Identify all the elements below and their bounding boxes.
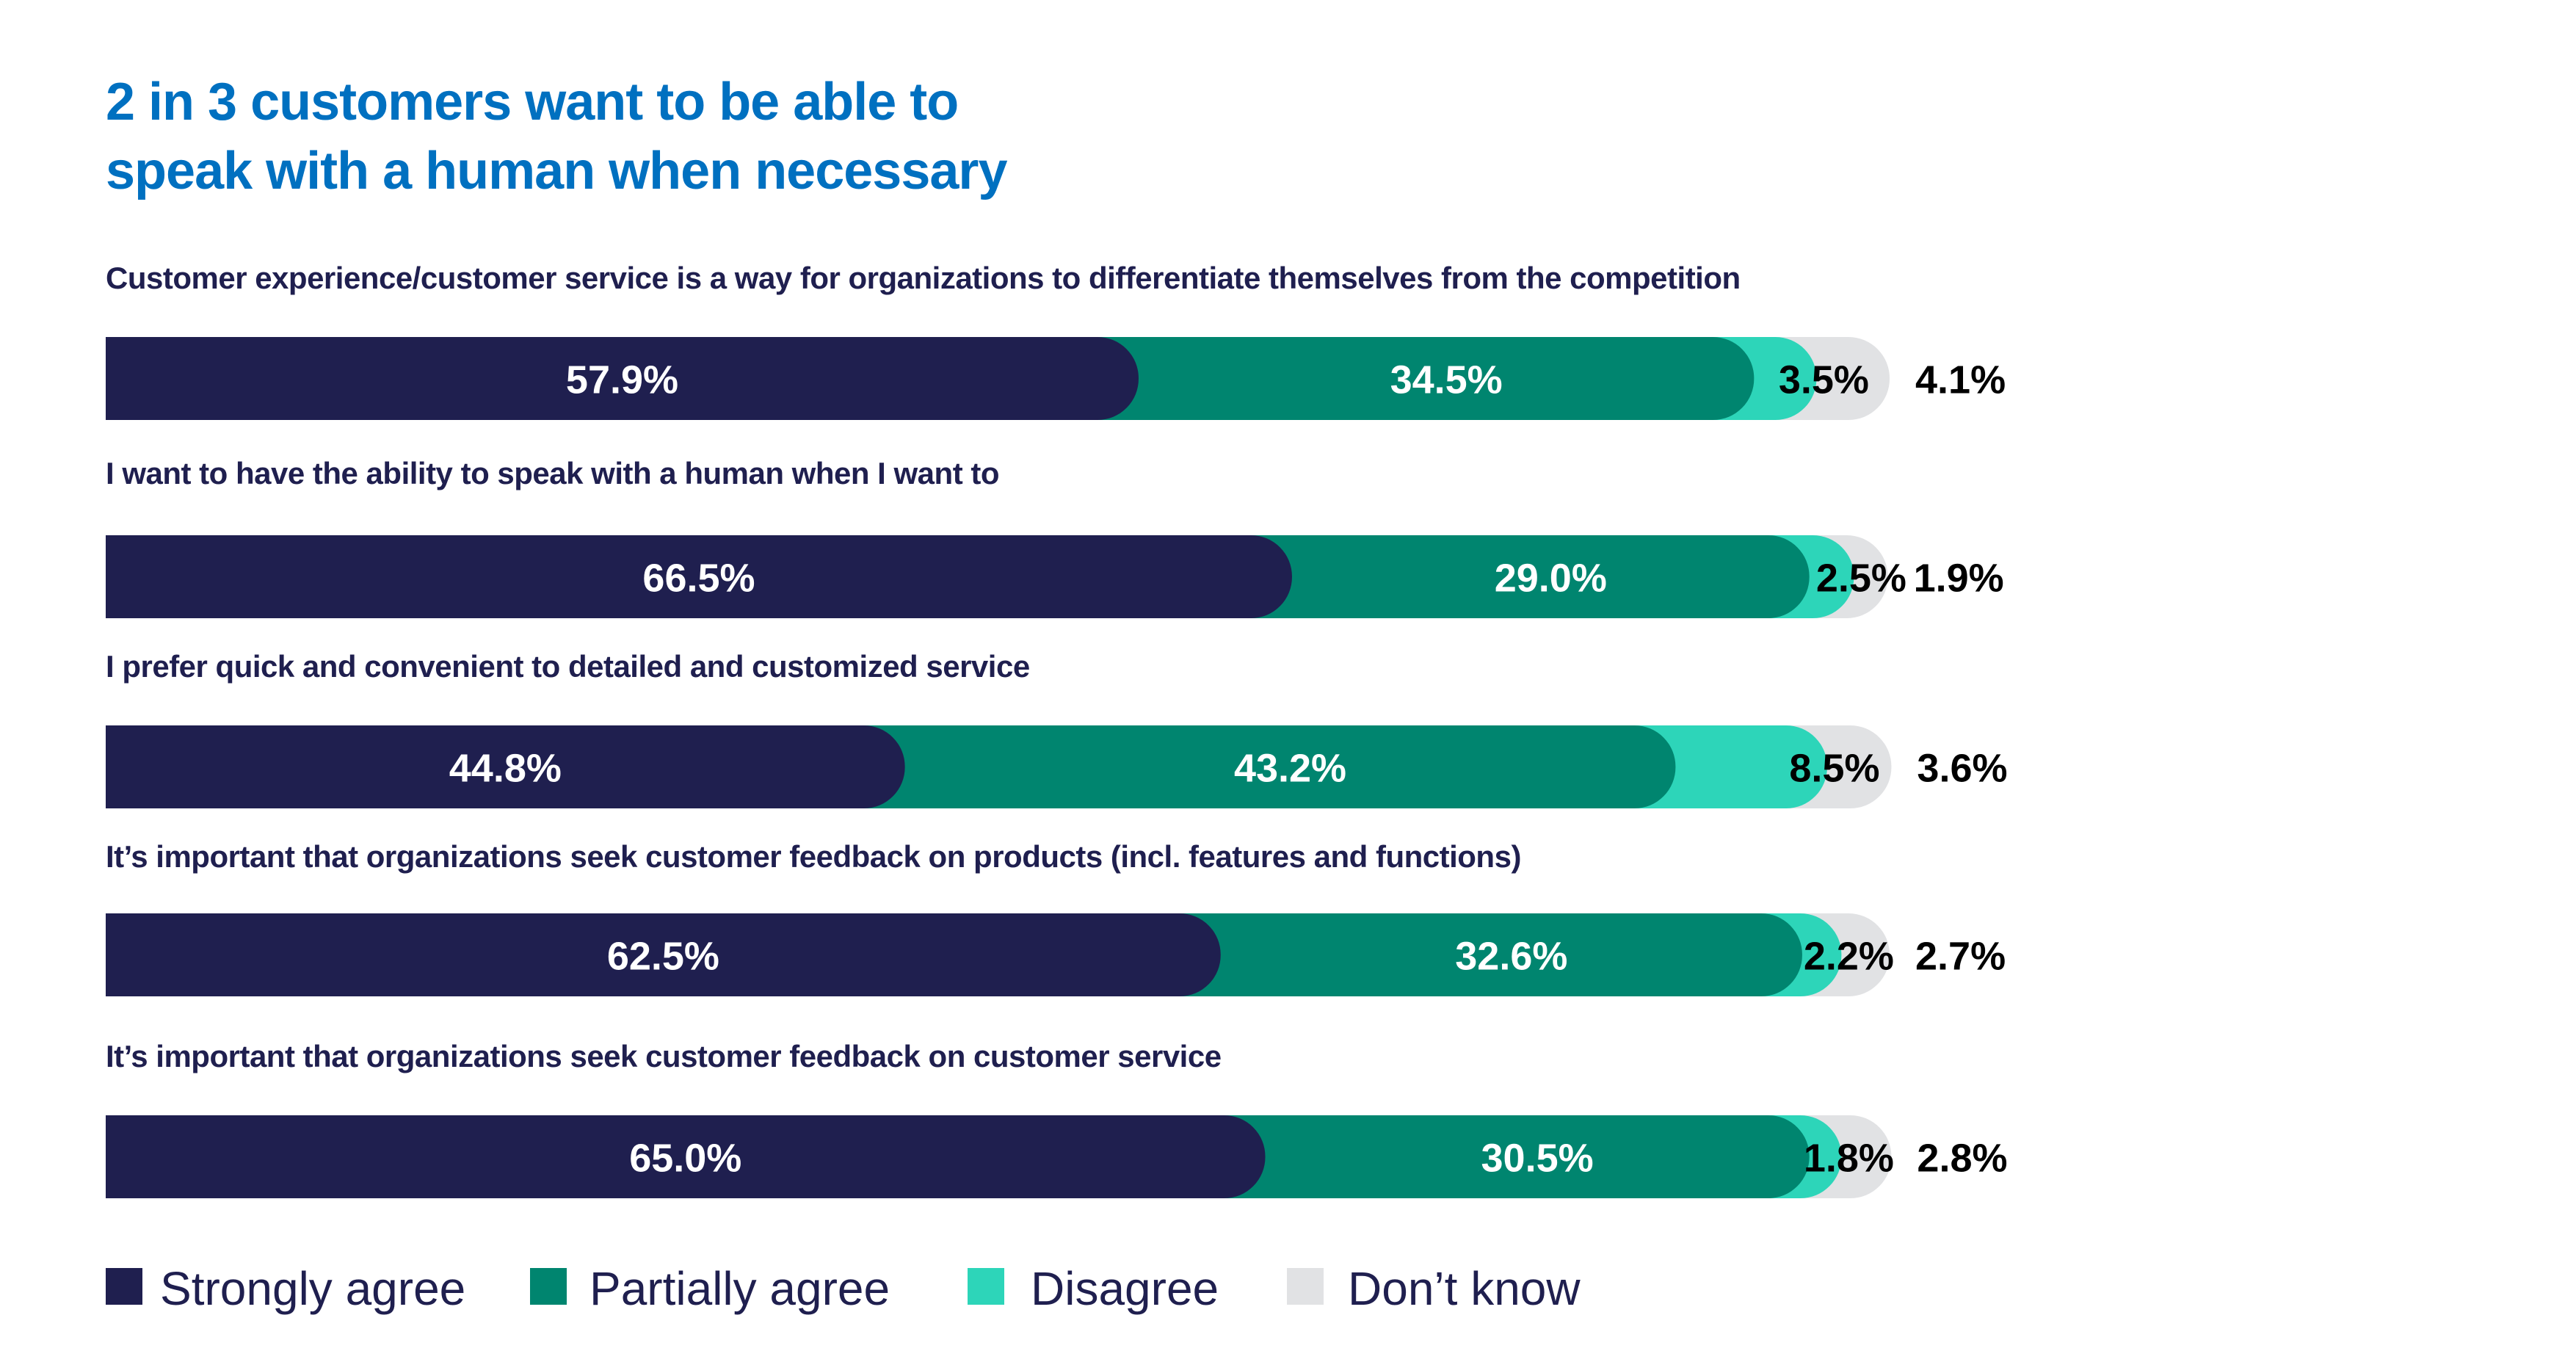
data-label-disagree: 2.2%: [1804, 935, 1894, 979]
legend-label-strongly-agree: Strongly agree: [160, 1262, 466, 1315]
data-label-strongly-agree: 44.8%: [449, 747, 562, 791]
data-label-partially-agree: 43.2%: [1234, 747, 1346, 791]
legend-swatch-partially-agree: [530, 1268, 567, 1305]
data-label-disagree: 8.5%: [1789, 747, 1879, 791]
bar-segment-strongly-agree: [106, 913, 1221, 996]
category-label: I prefer quick and convenient to detaile…: [106, 649, 1030, 684]
legend-swatch-dont-know: [1287, 1268, 1324, 1305]
data-label-disagree: 2.5%: [1816, 557, 1906, 601]
data-label-strongly-agree: 66.5%: [642, 557, 755, 601]
legend-label-partially-agree: Partially agree: [589, 1262, 890, 1315]
category-label: It’s important that organizations seek c…: [106, 1039, 1222, 1073]
data-label-strongly-agree: 65.0%: [629, 1137, 741, 1181]
bar-segment-strongly-agree: [106, 535, 1292, 618]
legend-swatch-disagree: [968, 1268, 1004, 1305]
data-label-strongly-agree: 57.9%: [566, 358, 678, 402]
data-label-strongly-agree: 62.5%: [607, 935, 719, 979]
data-label-partially-agree: 29.0%: [1495, 557, 1607, 601]
bar-segment-strongly-agree: [106, 725, 905, 808]
data-label-dont-know: 1.9%: [1914, 557, 2004, 601]
data-label-partially-agree: 34.5%: [1390, 358, 1503, 402]
legend-label-disagree: Disagree: [1031, 1262, 1219, 1315]
bar-segment-strongly-agree: [106, 1115, 1266, 1198]
category-label: Customer experience/customer service is …: [106, 261, 1741, 295]
data-label-partially-agree: 30.5%: [1481, 1137, 1594, 1181]
legend-label-dont-know: Don’t know: [1348, 1262, 1581, 1315]
data-label-dont-know: 4.1%: [1915, 358, 2006, 402]
data-label-dont-know: 2.8%: [1917, 1137, 2007, 1181]
data-label-disagree: 3.5%: [1779, 358, 1869, 402]
data-label-partially-agree: 32.6%: [1455, 935, 1567, 979]
data-label-disagree: 1.8%: [1804, 1137, 1894, 1181]
category-label: I want to have the ability to speak with…: [106, 456, 1000, 490]
bar-segment-strongly-agree: [106, 337, 1139, 420]
chart-title: 2 in 3 customers want to be able to spea…: [106, 68, 1007, 206]
category-label: It’s important that organizations seek c…: [106, 839, 1521, 874]
data-label-dont-know: 2.7%: [1915, 935, 2006, 979]
title-line-2: speak with a human when necessary: [106, 142, 1007, 200]
legend-swatch-strongly-agree: [106, 1268, 142, 1305]
data-label-dont-know: 3.6%: [1917, 747, 2007, 791]
title-line-1: 2 in 3 customers want to be able to: [106, 73, 959, 131]
